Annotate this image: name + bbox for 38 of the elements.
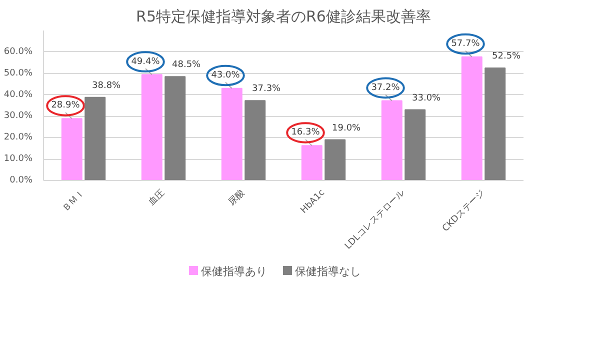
x-tick-label: 尿酸 (226, 187, 248, 208)
data-label: 57.7% (451, 39, 480, 49)
y-tick-label: 60.0% (4, 46, 33, 57)
bar (164, 76, 186, 180)
data-label: 43.0% (211, 70, 240, 80)
y-tick-label: 0.0% (10, 176, 33, 186)
x-tick-label: LDLコレステロール (343, 188, 408, 252)
bar (221, 88, 242, 180)
bar (324, 139, 346, 180)
data-label: 28.9% (51, 100, 80, 111)
x-tick-label: 血圧 (146, 187, 168, 208)
data-label: 49.4% (131, 56, 160, 67)
bar (301, 145, 322, 180)
data-label: 38.8% (92, 80, 122, 91)
y-tick-label: 20.0% (4, 132, 33, 143)
data-label: 16.3% (291, 128, 320, 138)
data-label: 37.3% (252, 84, 282, 94)
y-tick-label: 50.0% (4, 68, 33, 78)
y-tick-label: 30.0% (4, 111, 33, 122)
data-label: 19.0% (332, 123, 362, 134)
legend-label: 保健指導あり (200, 265, 267, 278)
bar (484, 68, 506, 180)
bar (381, 100, 402, 180)
data-label: 33.0% (412, 93, 442, 104)
bar (61, 118, 82, 180)
legend-label: 保健指導なし (294, 265, 361, 278)
bar (84, 96, 106, 180)
bar (461, 56, 482, 180)
x-tick-label: ＢＭＩ (60, 188, 88, 214)
data-label: 48.5% (172, 60, 202, 70)
data-label: 37.2% (371, 82, 400, 93)
bar (244, 100, 266, 180)
y-tick-label: 10.0% (4, 154, 33, 164)
y-tick-label: 40.0% (4, 90, 33, 100)
chart-title: R5特定保健指導対象者のR6健診結果改善率 (136, 8, 431, 26)
data-label: 52.5% (492, 52, 522, 62)
bar (404, 109, 426, 180)
bar (141, 74, 162, 180)
